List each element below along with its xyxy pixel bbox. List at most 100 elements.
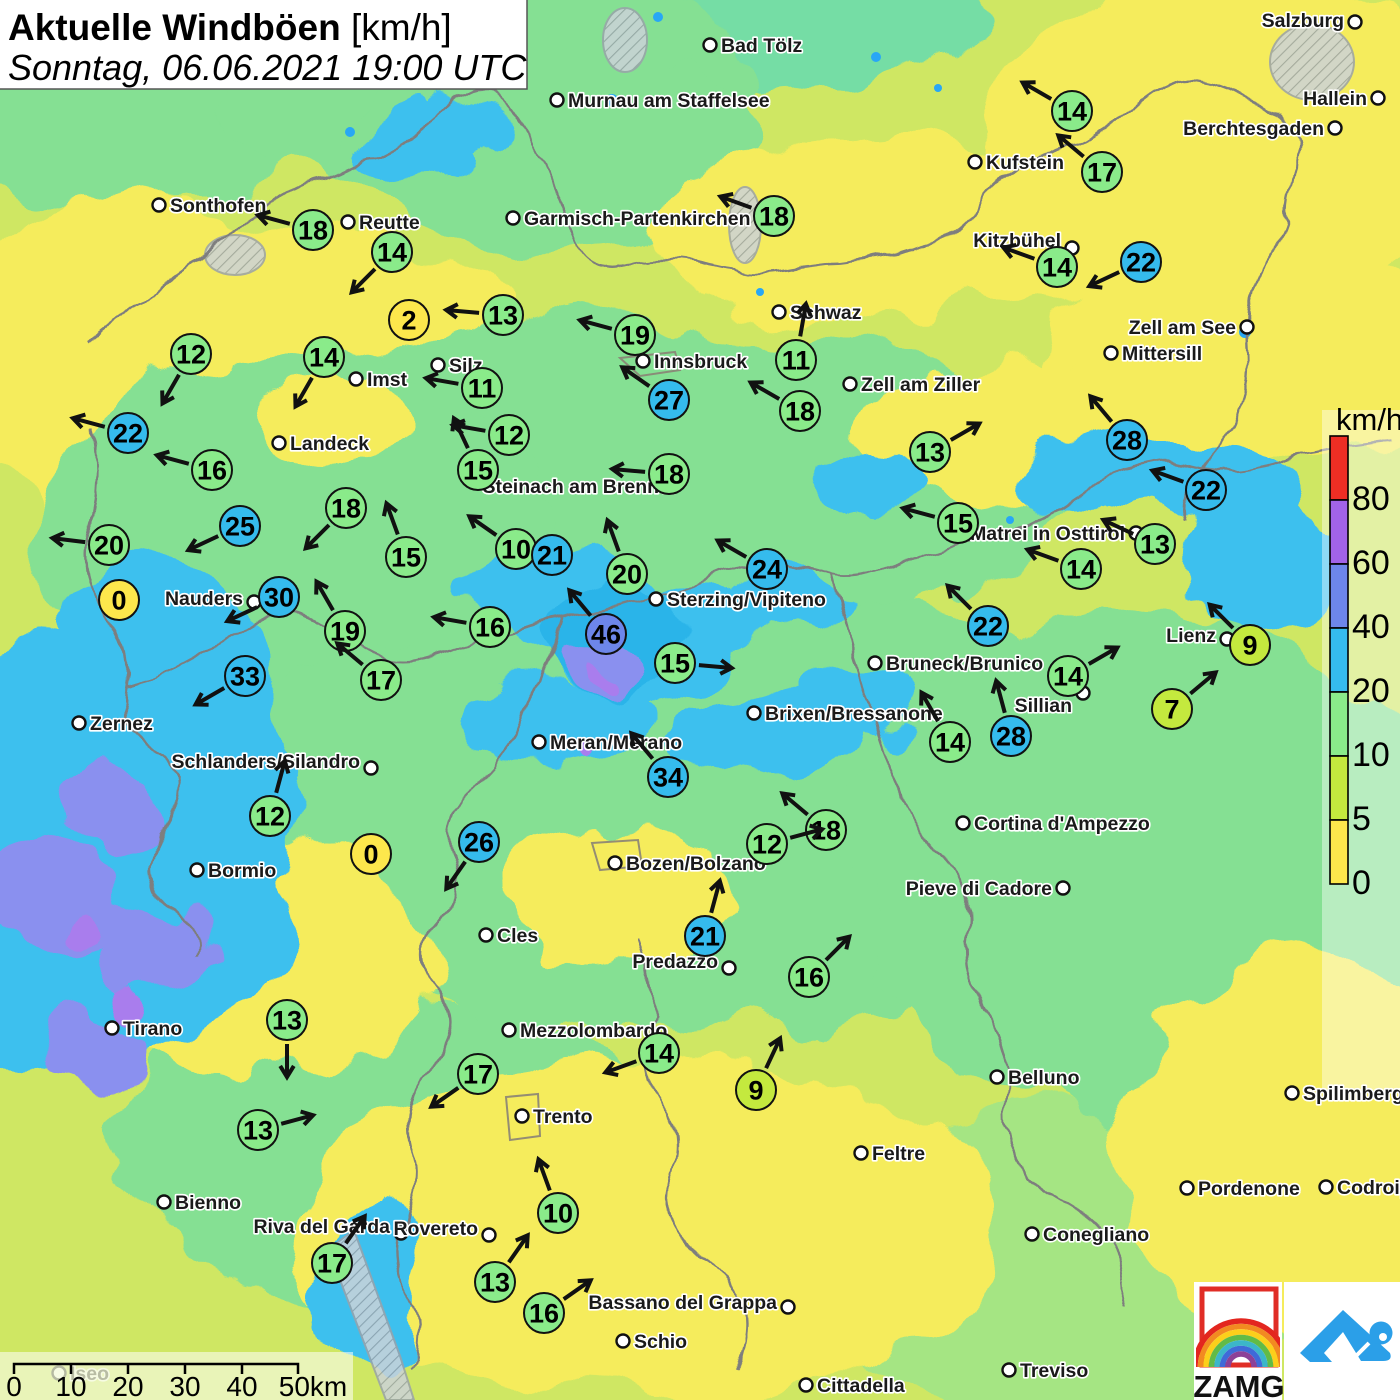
station-marker: 10 bbox=[466, 514, 537, 570]
wind-direction-arrow bbox=[381, 499, 400, 536]
city-label-group: Zernez bbox=[71, 711, 155, 737]
city-marker-dot bbox=[156, 1194, 172, 1210]
wind-gust-value: 18 bbox=[654, 460, 684, 490]
wind-direction-arrow bbox=[1148, 465, 1185, 484]
wind-direction-arrow bbox=[899, 502, 936, 520]
city-marker-dot bbox=[1024, 1226, 1040, 1242]
station-marker: 20 bbox=[48, 524, 130, 566]
wind-gust-value: 16 bbox=[529, 1299, 559, 1329]
wind-direction-arrow bbox=[442, 302, 480, 320]
wind-direction-arrow bbox=[1085, 270, 1121, 290]
scale-tick-label: 50km bbox=[279, 1371, 347, 1400]
wind-gust-circle bbox=[1134, 523, 1176, 565]
station-marker: 21 bbox=[684, 877, 726, 957]
city-marker-dot bbox=[1327, 120, 1343, 136]
wind-gust-value: 15 bbox=[391, 543, 421, 573]
scale-tick-label: 0 bbox=[6, 1371, 22, 1400]
city-name-label: Cles bbox=[497, 925, 538, 947]
station-marker: 17 bbox=[428, 1053, 499, 1109]
station-marker: 25 bbox=[184, 505, 261, 554]
wind-gust-circle bbox=[457, 1053, 499, 1095]
wind-direction-arrow bbox=[747, 380, 781, 401]
wind-gust-value: 30 bbox=[264, 583, 294, 613]
wind-gust-value: 16 bbox=[794, 963, 824, 993]
wind-gust-value: 15 bbox=[943, 509, 973, 539]
station-marker: 14 bbox=[349, 231, 413, 295]
zamg-logo: ZAMG bbox=[1193, 1282, 1285, 1400]
city-label-group: Kufstein bbox=[967, 150, 1066, 176]
wind-gust-value: 18 bbox=[759, 202, 789, 232]
map-title-box: Aktuelle Windböen [km/h] Sonntag, 06.06.… bbox=[0, 0, 528, 90]
wind-gust-circle bbox=[107, 412, 149, 454]
city-marker-dot bbox=[1370, 90, 1386, 106]
wind-gust-value: 18 bbox=[785, 397, 815, 427]
wind-gust-value: 10 bbox=[543, 1199, 573, 1229]
station-marker: 18 bbox=[303, 487, 367, 551]
wind-gust-circle bbox=[249, 795, 291, 837]
station-marker: 30 bbox=[223, 576, 300, 625]
station-marker: 12 bbox=[160, 333, 212, 407]
wind-gust-value: 0 bbox=[363, 840, 378, 870]
station-marker: 14 bbox=[919, 689, 971, 763]
city-label-group: Landeck bbox=[271, 431, 371, 457]
city-label-group: Sillian bbox=[1013, 685, 1091, 719]
station-marker: 11 bbox=[422, 367, 503, 409]
wind-gust-value: 21 bbox=[690, 922, 720, 952]
city-name-label: Treviso bbox=[1020, 1360, 1088, 1382]
wind-direction-arrow bbox=[1019, 80, 1053, 101]
city-marker-dot bbox=[780, 1299, 796, 1315]
city-name-label: Murnau am Staffelsee bbox=[568, 90, 770, 112]
wind-gust-circle bbox=[311, 1242, 353, 1284]
city-marker-dot bbox=[989, 1069, 1005, 1085]
city-marker-dot bbox=[746, 705, 762, 721]
wind-gust-value: 28 bbox=[996, 722, 1026, 752]
wind-direction-arrow bbox=[533, 1155, 552, 1192]
stations-layer: 14 17 18 14 2 13 12 14 11 18 19 27 11 18 14 22 22 16 25 18 2… bbox=[48, 80, 1271, 1334]
wind-gust-circle bbox=[388, 299, 430, 341]
city-marker-dot bbox=[853, 1145, 869, 1161]
station-marker: 12 bbox=[746, 823, 826, 865]
wind-direction-arrow bbox=[795, 300, 813, 337]
wind-gust-circle bbox=[1047, 655, 1089, 697]
wind-gust-value: 7 bbox=[1164, 695, 1179, 725]
city-marker-dot bbox=[348, 371, 364, 387]
city-marker-dot bbox=[842, 376, 858, 392]
city-marker-dot bbox=[481, 1227, 497, 1243]
city-name-label: Zell am See bbox=[1129, 317, 1236, 339]
wind-direction-arrow bbox=[1023, 544, 1060, 563]
station-marker: 19 bbox=[576, 314, 656, 356]
cities-layer: Bad Tölz Murnau am Staffelsee Salzburg Hall… bbox=[51, 8, 1400, 1399]
city-label-group: Hallein bbox=[1301, 86, 1386, 112]
wind-gust-value: 14 bbox=[1066, 555, 1096, 585]
station-marker: 12 bbox=[449, 414, 530, 456]
wind-gust-value: 22 bbox=[113, 419, 143, 449]
station-marker: 18 bbox=[716, 191, 795, 237]
wind-gust-circle bbox=[929, 721, 971, 763]
wind-gust-value: 13 bbox=[488, 301, 518, 331]
wind-gust-value: 0 bbox=[111, 586, 126, 616]
city-marker-dot bbox=[151, 197, 167, 213]
wind-direction-arrow bbox=[628, 730, 655, 760]
station-marker: 18 bbox=[254, 209, 334, 251]
wind-gust-value: 11 bbox=[468, 374, 497, 404]
wind-gust-value: 19 bbox=[330, 617, 360, 647]
station-marker: 22 bbox=[1148, 465, 1227, 511]
station-marker: 0 bbox=[350, 833, 392, 875]
city-marker-dot bbox=[702, 37, 718, 53]
city-label-group: Sterzing/Vipiteno bbox=[648, 587, 828, 613]
legend-tick-label: 0 bbox=[1352, 864, 1371, 902]
city-name-label: Sterzing/Vipiteno bbox=[667, 589, 826, 611]
city-name-label: Imst bbox=[367, 369, 408, 391]
wind-gust-circle bbox=[1081, 151, 1123, 193]
wind-gust-circle bbox=[775, 339, 817, 381]
city-name-label: Garmisch-Partenkirchen bbox=[524, 208, 751, 230]
wind-gust-value: 14 bbox=[309, 343, 339, 373]
city-label-group: Nauders bbox=[163, 586, 262, 612]
wind-direction-arrow bbox=[254, 209, 291, 227]
city-name-label: Reutte bbox=[359, 212, 420, 234]
wind-gust-circle bbox=[350, 833, 392, 875]
wind-direction-arrow bbox=[824, 934, 852, 962]
city-marker-dot bbox=[798, 1377, 814, 1393]
wind-gust-value: 33 bbox=[230, 662, 260, 692]
wind-gust-circle bbox=[753, 195, 795, 237]
